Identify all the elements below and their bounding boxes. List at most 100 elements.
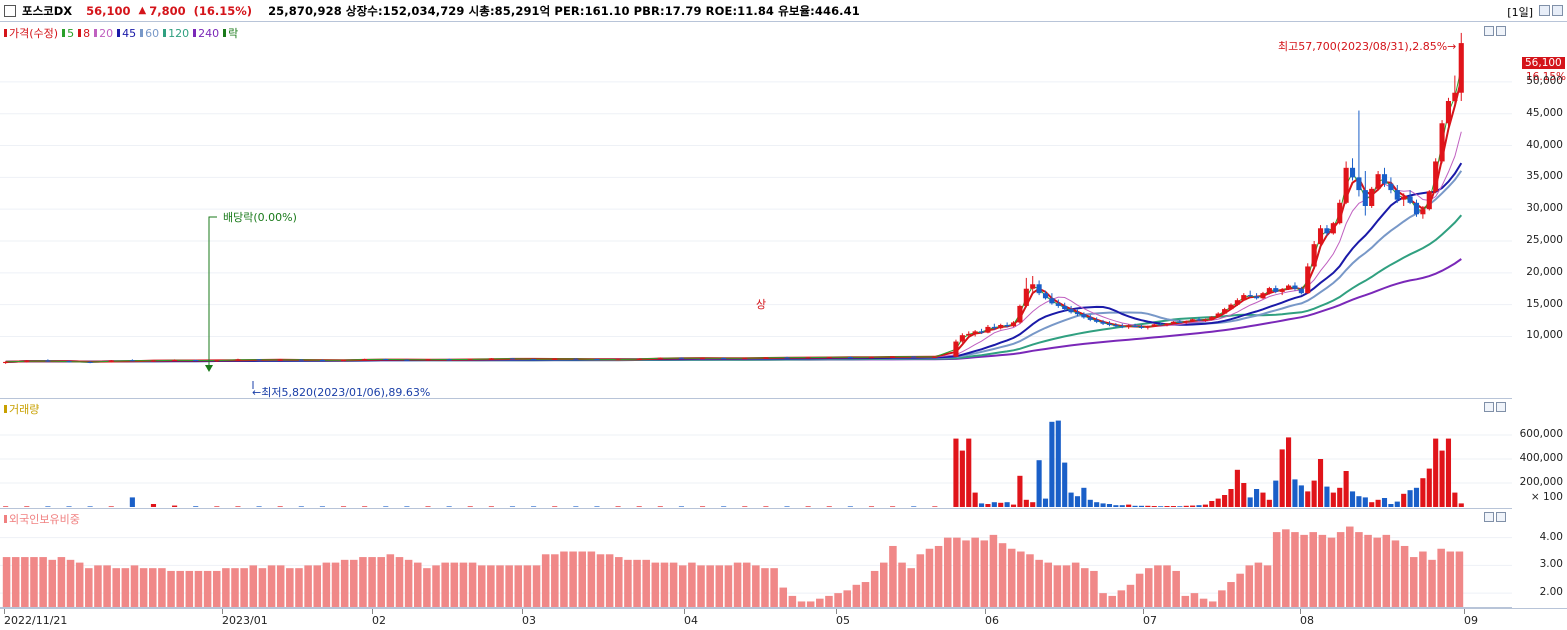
candle-body	[1170, 321, 1176, 324]
foreign-ratio-bar	[423, 568, 431, 607]
x-tick	[684, 609, 685, 614]
volume-bar	[1049, 421, 1055, 507]
price-legend-item[interactable]: 60	[140, 25, 159, 41]
price-chart-panel[interactable]: 가격(수정) 5 8 20 45 60 120 240 락 최고57,700(2023/08/3…	[0, 23, 1512, 399]
foreign-ratio-bar	[1026, 554, 1034, 607]
panel-maximize-button[interactable]	[1496, 26, 1506, 36]
foreign-ratio-bar	[861, 582, 870, 607]
foreign-ratio-bar	[130, 565, 139, 607]
panel-minimize-button[interactable]	[1484, 512, 1494, 522]
foreign-ratio-bar	[770, 568, 778, 607]
candle-body	[1222, 309, 1228, 314]
stock-name[interactable]: 포스코DX	[22, 3, 73, 18]
volume-bar	[1215, 498, 1221, 507]
price-legend-item[interactable]: 120	[163, 25, 189, 41]
volume-bar	[108, 506, 114, 507]
foreign-ratio-bar	[615, 557, 623, 607]
volume-bar	[24, 506, 30, 507]
volume-bar	[1106, 504, 1113, 507]
volume-bar	[1151, 506, 1157, 507]
foreign-legend-item[interactable]: 외국인보유비중	[4, 511, 80, 527]
candle-body	[1266, 288, 1272, 294]
foreign-ratio-bar	[432, 565, 440, 607]
price-legend-item[interactable]: 가격(수정)	[4, 25, 58, 41]
volume-bar	[1183, 505, 1189, 507]
candle-body	[1413, 202, 1420, 215]
foreign-ratio-bar	[441, 562, 449, 607]
foreign-ratio-bar	[1181, 595, 1190, 607]
volume-chart-panel[interactable]: 거래량	[0, 399, 1512, 509]
candle-body	[847, 357, 853, 359]
dividend-arrow-line	[208, 216, 217, 369]
candle-body	[1458, 43, 1464, 93]
limit-up-marker: 상	[756, 298, 767, 311]
foreign-ratio-bar	[404, 559, 413, 607]
foreign-ratio-bar	[386, 554, 395, 607]
volume-bar	[1452, 492, 1458, 507]
foreign-ratio-bar	[258, 568, 267, 607]
volume-bar	[1209, 501, 1215, 507]
price-y-tick-label: 40,000	[1526, 138, 1563, 151]
select-checkbox[interactable]	[4, 4, 16, 17]
price-legend-item[interactable]: 20	[94, 25, 113, 41]
candle-body	[1375, 174, 1381, 189]
foreign-ratio-bar	[1126, 584, 1135, 607]
candle-body	[1036, 284, 1042, 294]
volume-bar	[1286, 437, 1292, 507]
price-legend-item[interactable]: 240	[193, 25, 219, 41]
volume-bar	[1413, 487, 1420, 507]
foreign-ownership-panel[interactable]: 외국인보유비중	[0, 509, 1512, 608]
volume-bar	[1010, 504, 1017, 507]
volume-legend-item[interactable]: 거래량	[4, 401, 39, 417]
candle-body	[1317, 228, 1324, 245]
candle-body	[1420, 209, 1426, 215]
panel-minimize-button[interactable]	[1484, 26, 1494, 36]
candle-body	[1138, 326, 1145, 328]
volume-bar	[362, 506, 368, 507]
price-legend-item[interactable]: 45	[117, 25, 136, 41]
price-legend-item[interactable]: 8	[78, 25, 90, 41]
foreign-ratio-bar	[532, 565, 541, 607]
foreign-ratio-bar	[1446, 551, 1455, 607]
candle-body	[1023, 288, 1029, 306]
volume-bar	[1388, 504, 1394, 507]
volume-bar	[87, 506, 93, 507]
foreign-ownership-svg[interactable]	[0, 509, 1512, 608]
candle-body	[953, 341, 959, 357]
candle-body	[404, 359, 410, 361]
candle-body	[1062, 305, 1068, 310]
candle-body	[1369, 188, 1375, 206]
price-chart-svg[interactable]	[0, 23, 1512, 399]
panel-maximize-button[interactable]	[1496, 512, 1506, 522]
candle-body	[172, 360, 178, 361]
candle-body	[1132, 325, 1138, 327]
panel-maximize-button[interactable]	[1496, 402, 1506, 412]
candle-body	[383, 359, 389, 361]
volume-bar	[911, 506, 917, 507]
minimize-button[interactable]	[1539, 5, 1550, 16]
candle-body	[972, 331, 978, 334]
foreign-ratio-bar	[962, 540, 970, 607]
foreign-ratio-bar	[468, 562, 477, 607]
candle-body	[1228, 304, 1234, 310]
volume-bar	[1401, 493, 1407, 507]
volume-chart-svg[interactable]	[0, 399, 1512, 509]
foreign-ratio-bar	[322, 562, 331, 607]
volume-bar	[1311, 480, 1317, 507]
foreign-ratio-bar	[313, 565, 322, 607]
period-selector[interactable]: [1일]	[1507, 6, 1533, 19]
price-legend-item[interactable]: 5	[62, 25, 74, 41]
foreign-ratio-bar	[1391, 540, 1400, 607]
volume-bar	[298, 506, 304, 507]
foreign-ratio-bar	[1190, 593, 1199, 607]
foreign-ratio-bar	[149, 568, 157, 607]
foreign-ratio-bar	[989, 534, 998, 607]
foreign-ratio-bar	[1355, 532, 1363, 607]
foreign-ratio-bar	[1272, 532, 1281, 607]
panel-minimize-button[interactable]	[1484, 402, 1494, 412]
low-price-annotation: ←최저5,820(2023/01/06),89.63%	[252, 386, 431, 399]
maximize-button[interactable]	[1552, 5, 1563, 16]
foreign-ratio-bar	[587, 551, 596, 607]
price-legend-item[interactable]: 락	[223, 25, 238, 41]
foreign-ratio-bar	[852, 584, 861, 607]
